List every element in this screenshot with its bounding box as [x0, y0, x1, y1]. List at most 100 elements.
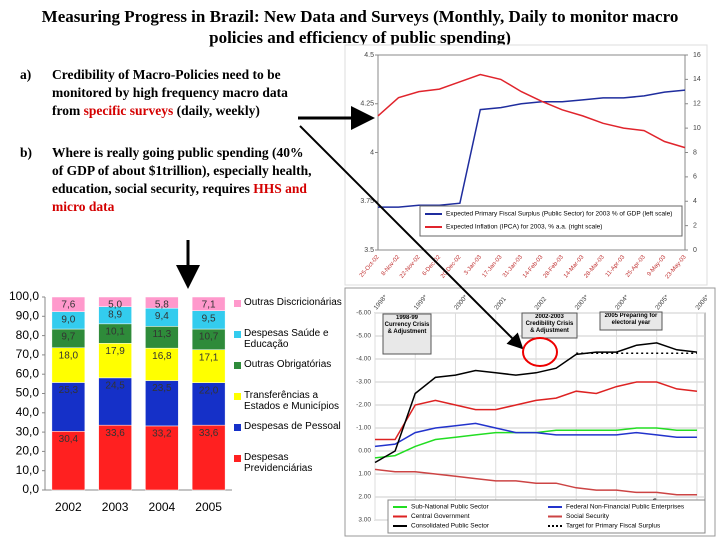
legend-label: Expected Inflation (IPCA) for 2003, % a.…: [446, 224, 602, 231]
legend-label-box: Transferências a Estados e Municípios: [244, 390, 339, 412]
series-line: [374, 422, 697, 448]
bar-segment: [191, 424, 226, 491]
legend-label-box: Despesas Previdenciárias: [244, 452, 312, 474]
highlight: specific surveys: [83, 103, 174, 118]
annotation-box: [521, 312, 578, 339]
value-label: 22,0: [199, 385, 219, 396]
value-label: 23,5: [152, 383, 172, 394]
x-tick-label: 2004: [149, 500, 176, 514]
bullet-label: b): [20, 145, 33, 160]
y-tick-label: -5.00: [356, 333, 371, 340]
legend-label: Outras Obrigatórias: [244, 359, 332, 370]
y2-tick-label: 10: [693, 125, 701, 132]
value-label: 7,6: [61, 300, 75, 311]
y-tick-label: -6.00: [356, 310, 371, 317]
value-label: 18,0: [59, 350, 79, 361]
annotation: 2002-2003 Credibility Crisis & Adjustmen…: [525, 314, 574, 334]
y-tick-label: 2.00: [358, 494, 371, 501]
value-label: 9,4: [155, 311, 169, 322]
legend: [387, 499, 706, 534]
value-label: 33,2: [152, 429, 172, 440]
annotation: 1998-99 Currency Crisis & Adjustment: [384, 315, 430, 335]
bar-segment: [145, 425, 179, 491]
slide-title: Measuring Progress in Brazil: New Data a…: [41, 7, 679, 47]
value-label: 11,3: [153, 329, 172, 340]
legend-swatch: [234, 455, 241, 462]
bar-segment: [51, 347, 86, 383]
value-label: 16,8: [152, 351, 172, 362]
value-label: 33,6: [105, 428, 125, 439]
y-tick-label: 80,0: [16, 328, 40, 342]
y-tick-label: 4: [370, 149, 374, 156]
y-tick-label: -3.00: [356, 379, 371, 386]
legend-label: Consolidated Public Sector: [411, 523, 490, 530]
y2-tick-label: 6: [693, 174, 697, 181]
x-tick-label: 2005: [195, 500, 222, 514]
legend-label: Federal Non-Financial Public Enterprises: [566, 504, 685, 511]
legend-swatch: [234, 424, 241, 431]
y-tick-label: 90,0: [16, 308, 40, 322]
y-tick-label: 1.00: [358, 471, 371, 478]
text: Where is really going public spending (4…: [52, 145, 312, 196]
series-line: [374, 342, 698, 464]
bar-segment: [191, 349, 226, 383]
value-label: 17,9: [105, 346, 125, 357]
legend-label-box: Outras Discricionárias: [244, 297, 342, 308]
y2-tick-label: 14: [693, 76, 701, 83]
value-label: 24,5: [105, 381, 125, 392]
y-tick-label: 4.25: [360, 101, 374, 108]
legend-swatch: [234, 300, 241, 307]
highlight: HHS and micro data: [52, 181, 307, 214]
value-label: 9,5: [202, 313, 216, 324]
y-tick-label: -2.00: [356, 402, 371, 409]
legend-label: Sub-National Public Sector: [411, 504, 490, 511]
annotation: 2005 Preparing for electoral year: [604, 313, 658, 326]
y2-tick-label: 16: [693, 52, 701, 59]
value-label: 10,1: [105, 326, 125, 337]
y-tick-label: 60,0: [16, 366, 40, 380]
value-label: 5,8: [155, 300, 169, 311]
y2-tick-label: 12: [693, 101, 701, 108]
y2-tick-label: 8: [693, 149, 697, 156]
bullet-text: Where is really going public spending (4…: [52, 144, 314, 216]
y-tick-label: -1.00: [356, 425, 371, 432]
series-line: [377, 73, 686, 149]
legend-label: Despesas de Pessoal: [244, 421, 341, 432]
y-tick-label: 40,0: [16, 405, 40, 419]
bar-segment: [98, 343, 132, 379]
text: Credibility of Macro-Policies need to be…: [52, 67, 288, 118]
bar-segment: [98, 424, 132, 491]
y-tick-label: 30,0: [16, 424, 40, 438]
x-tick-label: 2002: [55, 500, 82, 514]
value-label: 10,7: [199, 332, 219, 343]
x-tick-label: 2003: [102, 500, 129, 514]
y2-tick-label: 4: [693, 198, 697, 205]
y-tick-label: 3.75: [360, 198, 374, 205]
legend-label-box: Despesas de Pessoal: [244, 421, 341, 432]
legend-label-box: Outras Obrigatórias: [244, 359, 332, 370]
legend-label: Despesas Saúde e Educação: [244, 328, 329, 350]
legend-label: Target for Primary Fiscal Surplus: [566, 523, 661, 530]
bar-segment: [98, 377, 132, 426]
legend-label: Social Security: [566, 513, 610, 520]
value-label: 5,0: [108, 300, 122, 311]
y-tick-label: 3.5: [364, 247, 374, 254]
value-label: 30,4: [59, 434, 79, 445]
legend-swatch: [234, 362, 241, 369]
annotation-box: 1998-99 Currency Crisis & Adjustment: [384, 315, 430, 335]
legend-label: Outras Discricionárias: [244, 297, 342, 308]
legend-swatch: [234, 393, 241, 400]
y-tick-label: 20,0: [16, 444, 40, 458]
y-tick-label: -4.00: [356, 356, 371, 363]
y-tick-label: 10,0: [16, 463, 40, 477]
bar-segment: [98, 296, 132, 307]
annotation-box: [599, 311, 663, 331]
legend-label-box: Despesas Saúde e Educação: [244, 328, 329, 350]
y-tick-label: 4.5: [364, 52, 374, 59]
legend-swatch: [234, 331, 241, 338]
legend-label: Expected Primary Fiscal Surplus (Public …: [446, 211, 672, 218]
annotation-box: 2002-2003 Credibility Crisis & Adjustmen…: [525, 314, 574, 334]
y2-tick-label: 2: [693, 222, 697, 229]
value-label: 9,0: [61, 314, 75, 325]
